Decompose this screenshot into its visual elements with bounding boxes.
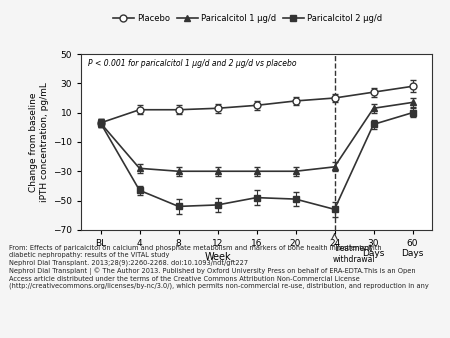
- Text: P < 0.001 for paricalcitol 1 μg/d and 2 μg/d vs placebo: P < 0.001 for paricalcitol 1 μg/d and 2 …: [88, 59, 297, 68]
- Text: Treatment
withdrawal: Treatment withdrawal: [333, 244, 375, 264]
- Text: From: Effects of paricalcitol on calcium and phosphate metabolism and markers of: From: Effects of paricalcitol on calcium…: [9, 245, 429, 289]
- Text: Week: Week: [204, 252, 231, 262]
- Legend: Placebo, Paricalcitol 1 μg/d, Paricalcitol 2 μg/d: Placebo, Paricalcitol 1 μg/d, Paricalcit…: [110, 11, 385, 27]
- Y-axis label: Change from baseline
iPTH concentration, pg/mL: Change from baseline iPTH concentration,…: [29, 82, 49, 202]
